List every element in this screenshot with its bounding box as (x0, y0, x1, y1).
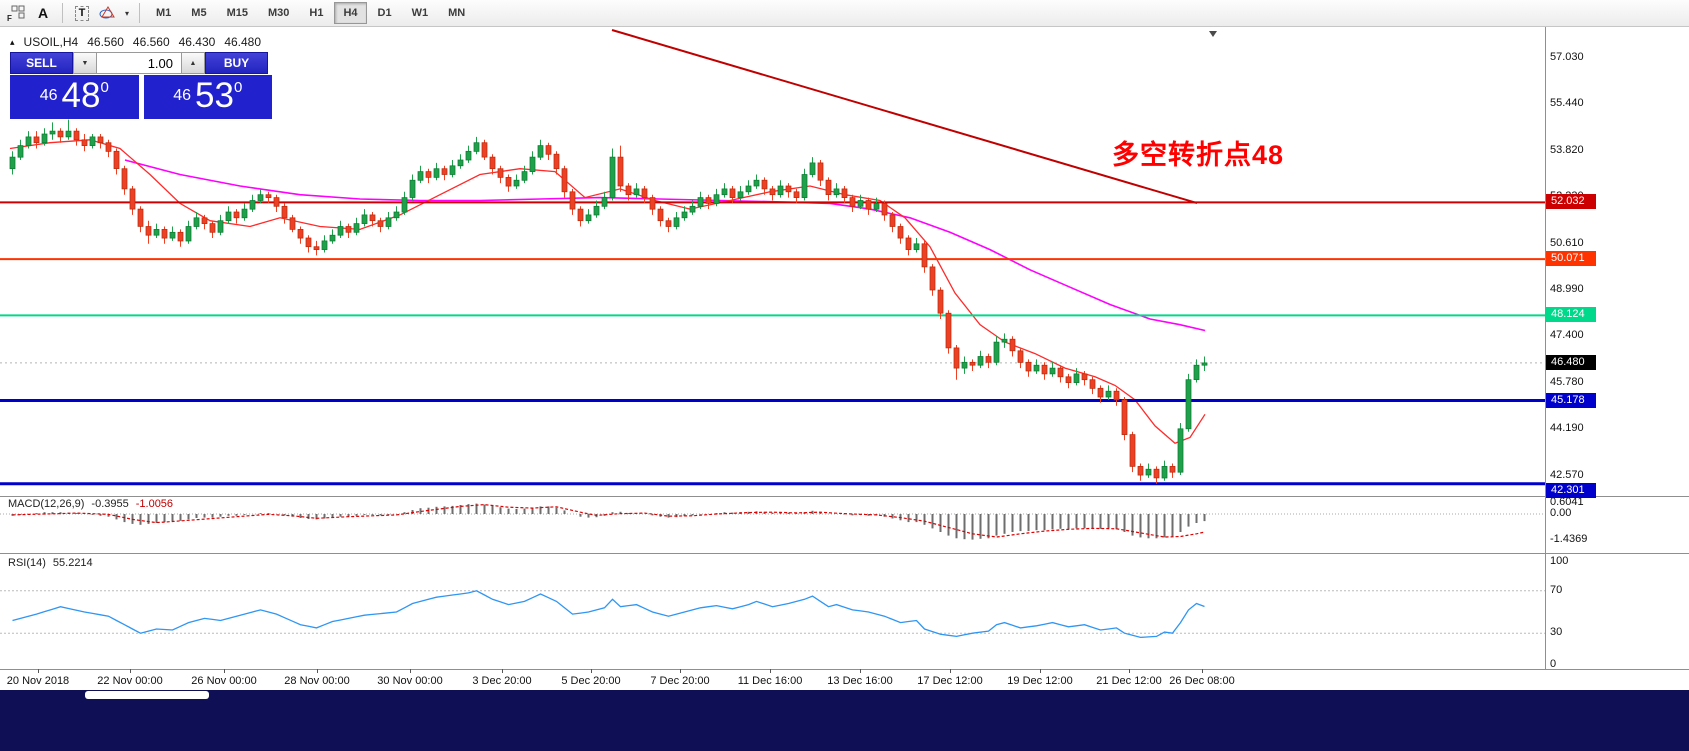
one-click-trading-panel: SELL ▼ ▲ BUY 46 48 0 46 53 0 (10, 52, 272, 119)
timeframe-h1[interactable]: H1 (300, 2, 332, 24)
tool-sub-label: F (7, 14, 12, 23)
volume-down-button[interactable]: ▼ (73, 52, 97, 74)
volume-up-button[interactable]: ▲ (181, 52, 205, 74)
bottom-bar (0, 690, 1689, 751)
macd-signal-line (12, 503, 1205, 538)
close-value: 46.480 (224, 35, 262, 49)
low-value: 46.430 (178, 35, 216, 49)
chart-canvas[interactable] (0, 27, 1689, 690)
timeframe-m5[interactable]: M5 (182, 2, 215, 24)
ohlc-header: ▴ USOIL,H4 46.560 46.560 46.430 46.480 (10, 35, 261, 49)
candles (9, 119, 1208, 484)
date-axis-ticks (38, 669, 1203, 673)
macd-panel (0, 503, 1545, 540)
timeframe-m15[interactable]: M15 (218, 2, 257, 24)
sell-price-pips: 48 (61, 76, 101, 115)
sell-price-bigfigure: 46 (39, 87, 58, 104)
high-value: 46.560 (132, 35, 170, 49)
one-click-collapse-icon[interactable]: ▴ (10, 36, 15, 47)
macd-signal-value: -1.0056 (135, 498, 174, 510)
buy-price-bigfigure: 46 (173, 87, 191, 104)
timeframe-group: M1 M5 M15 M30 H1 H4 D1 W1 MN (146, 2, 475, 24)
sell-button[interactable]: SELL (10, 52, 73, 74)
toolbar-separator (62, 3, 63, 23)
price-axis[interactable] (1545, 27, 1689, 669)
bottom-tab[interactable] (85, 691, 209, 699)
toolbar: F A T ▾ M1 M5 M15 M30 H1 H4 D1 W1 MN (0, 0, 1689, 27)
open-value: 46.560 (87, 35, 124, 49)
timeframe-m30[interactable]: M30 (259, 2, 298, 24)
chart-annotation[interactable]: 多空转折点48 (1112, 140, 1285, 170)
crosshair-grid-icon (11, 5, 25, 19)
sell-price-display[interactable]: 46 48 0 (10, 75, 139, 119)
macd-value: -0.3955 (91, 498, 129, 510)
symbol-timeframe-label: USOIL,H4 (23, 35, 79, 49)
panel-borders (0, 27, 1689, 670)
text-label-icon: A (37, 5, 49, 21)
chart-shift-marker[interactable] (1209, 31, 1217, 37)
rsi-indicator-label: RSI(14) 55.2214 (8, 557, 93, 569)
chevron-up-icon: ▲ (189, 59, 197, 67)
sell-price-point: 0 (100, 79, 109, 96)
macd-indicator-label: MACD(12,26,9) -0.3955 -1.0056 (8, 498, 173, 510)
volume-input[interactable] (97, 52, 181, 74)
chevron-down-icon: ▾ (124, 8, 129, 18)
timeframe-m1[interactable]: M1 (147, 2, 180, 24)
buy-price-display[interactable]: 46 53 0 (143, 75, 272, 119)
date-axis[interactable] (0, 669, 1545, 690)
shapes-icon (99, 6, 115, 19)
textbox-icon: T (74, 5, 90, 21)
rsi-panel (0, 590, 1545, 639)
trendline[interactable] (611, 29, 1198, 205)
timeframe-h4[interactable]: H4 (334, 2, 367, 24)
shapes-dropdown-button[interactable]: ▾ (121, 2, 133, 24)
textbox-tool-button[interactable]: T (69, 2, 95, 24)
text-label-tool-button[interactable]: A (30, 2, 56, 24)
buy-price-pips: 53 (195, 76, 234, 115)
chart-region: 57.030 55.440 53.820 52.230 50.610 48.990 47.4… (0, 27, 1689, 690)
ma-fast-line (9, 139, 1206, 444)
rsi-name: RSI(14) (8, 557, 46, 569)
crosshair-tool-button[interactable]: F (4, 2, 30, 24)
timeframe-mn[interactable]: MN (439, 2, 474, 24)
buy-price-point: 0 (233, 79, 243, 96)
main-price-panel (0, 29, 1545, 486)
timeframe-w1[interactable]: W1 (403, 2, 438, 24)
rsi-line (12, 590, 1205, 639)
macd-name: MACD(12,26,9) (8, 498, 85, 510)
shapes-tool-button[interactable] (95, 2, 121, 24)
buy-button[interactable]: BUY (205, 52, 268, 74)
rsi-value: 55.2214 (52, 557, 93, 569)
chevron-down-icon: ▼ (81, 59, 89, 67)
timeframe-d1[interactable]: D1 (369, 2, 401, 24)
ma-slow-line (124, 159, 1206, 332)
toolbar-separator (139, 3, 140, 23)
